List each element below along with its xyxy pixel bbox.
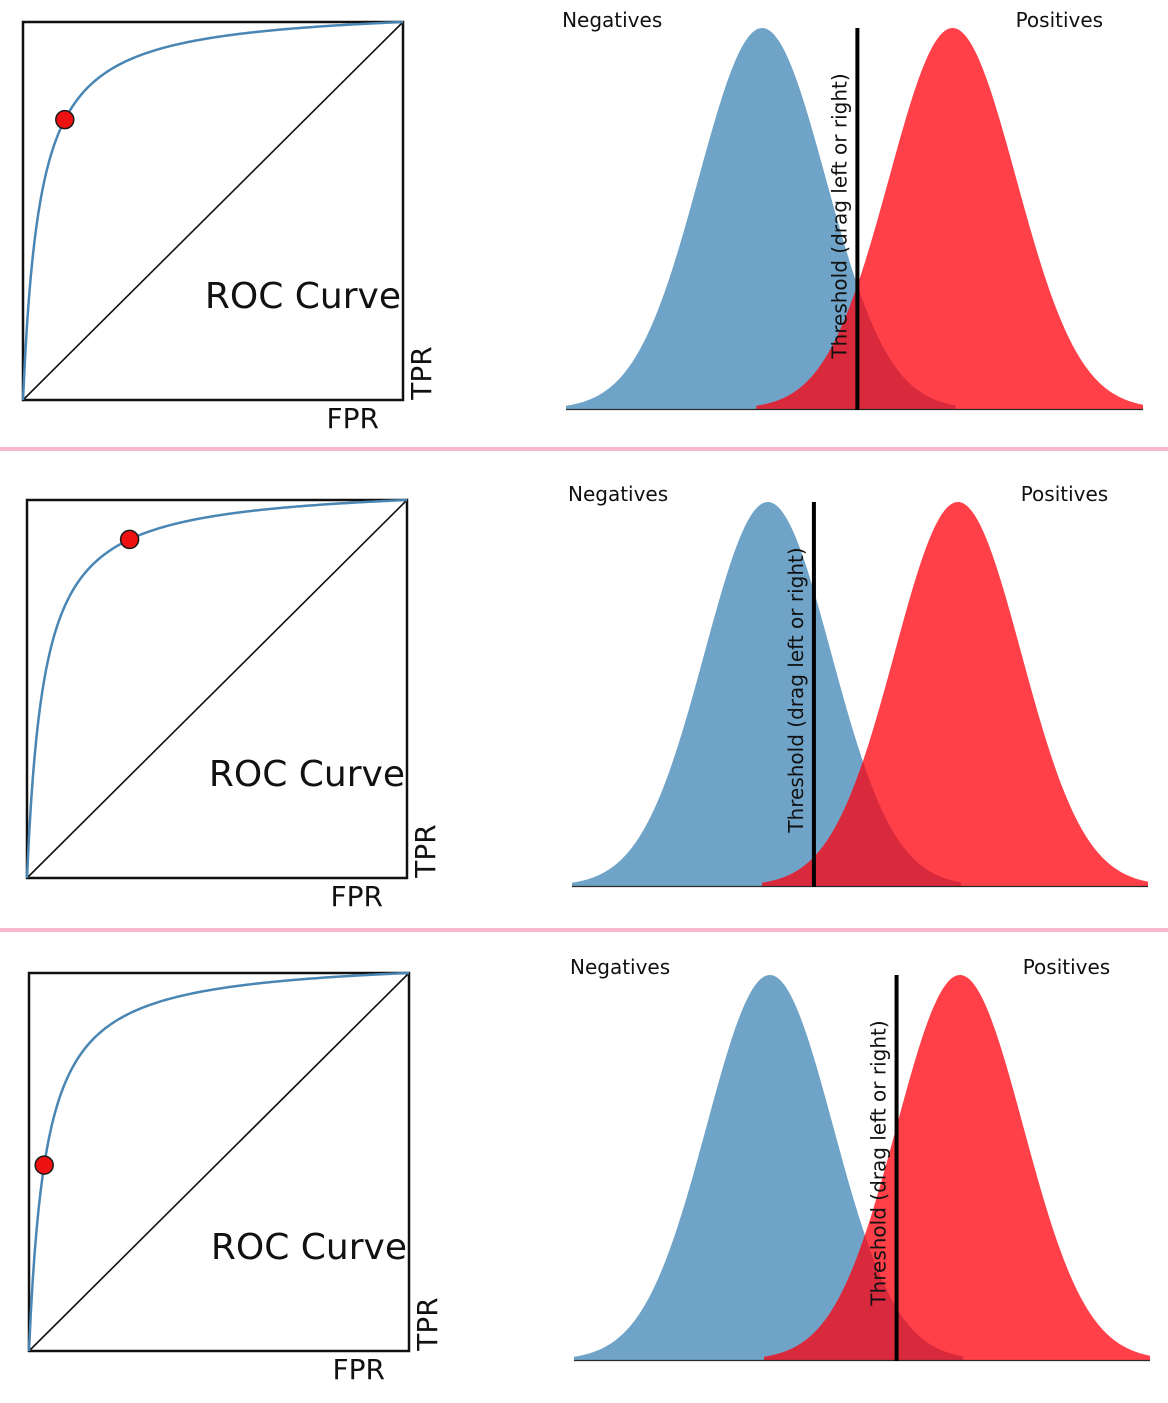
x-axis-label: FPR: [331, 880, 383, 913]
distribution-chart: Negatives Positives Threshold (drag left o…: [562, 8, 1143, 411]
threshold-handle[interactable]: Threshold (drag left or right): [784, 502, 816, 887]
negatives-label: Negatives: [568, 482, 668, 506]
figure-row-2: ROC Curve FPR TPR Negatives Positives Thresho…: [0, 482, 1168, 932]
threshold-handle[interactable]: Threshold (drag left or right): [827, 28, 860, 410]
threshold-label: Threshold (drag left or right): [827, 73, 851, 359]
y-axis-label: TPR: [409, 824, 442, 878]
roc-curve-line: [25, 498, 408, 879]
positives-label: Positives: [1021, 482, 1109, 506]
roc-operating-point: [55, 109, 75, 130]
x-axis-label: FPR: [333, 1353, 385, 1386]
roc-title: ROC Curve: [211, 1227, 407, 1268]
roc-title: ROC Curve: [209, 754, 405, 795]
roc-chart: ROC Curve FPR TPR: [27, 971, 444, 1386]
y-axis-label: TPR: [411, 1297, 444, 1351]
roc-operating-point: [34, 1155, 54, 1175]
roc-operating-point: [119, 529, 140, 550]
roc-diagonal: [22, 21, 404, 401]
positives-label: Positives: [1023, 955, 1111, 979]
x-axis-label: FPR: [327, 402, 379, 435]
negatives-label: Negatives: [570, 955, 670, 979]
negatives-label: Negatives: [562, 8, 662, 32]
overlap-region: [764, 1235, 963, 1360]
distribution-chart: Negatives Positives Threshold (drag left o…: [568, 482, 1148, 888]
threshold-label: Threshold (drag left or right): [867, 1020, 891, 1306]
figure-row-1: ROC Curve FPR TPR Negatives Positives Thresho…: [0, 8, 1168, 451]
roc-diagonal: [26, 499, 408, 879]
overlap-region: [762, 761, 961, 886]
threshold-handle[interactable]: Threshold (drag left or right): [867, 975, 899, 1361]
roc-curve-line: [21, 20, 404, 401]
threshold-label: Threshold (drag left or right): [784, 547, 808, 833]
y-axis-label: TPR: [405, 346, 438, 400]
roc-title: ROC Curve: [205, 276, 401, 317]
roc-diagonal: [28, 972, 410, 1352]
distribution-chart: Negatives Positives Threshold (drag left o…: [570, 955, 1150, 1362]
figure-row-3: ROC Curve FPR TPR Negatives Positives Thresho…: [27, 955, 1150, 1386]
roc-curve-line: [27, 971, 410, 1352]
positives-label: Positives: [1016, 8, 1104, 32]
roc-chart: ROC Curve FPR TPR: [21, 20, 438, 435]
roc-chart: ROC Curve FPR TPR: [25, 498, 442, 913]
